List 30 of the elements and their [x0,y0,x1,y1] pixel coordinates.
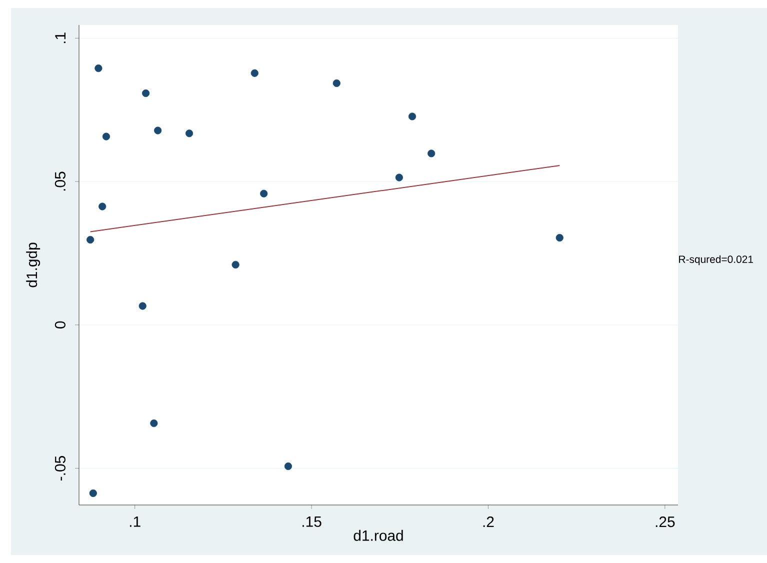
x-tick-label: .2 [483,516,494,527]
point [556,234,564,242]
point [395,174,403,182]
point [98,202,106,210]
point [284,462,292,470]
y-axis-title: d1.gdp [26,242,40,288]
x-tick-label: .1 [130,516,140,527]
point [408,112,416,120]
x-axis-title: d1.road [354,530,403,541]
point [332,79,340,87]
point [150,419,158,428]
point [102,132,110,140]
point [89,489,97,498]
y-tick-label: -.05 [54,456,66,480]
point [142,89,150,98]
point [428,150,436,158]
point [232,260,240,268]
x-tick-label: .15 [302,516,322,527]
point [94,64,102,72]
text: R-squred=0.021 [679,255,753,266]
point [260,190,268,198]
point [86,236,94,244]
point [250,69,258,77]
point [138,302,146,310]
y-tick-label: 0 [54,321,66,328]
y-tick-label: .05 [54,172,66,191]
x-tick-label: .25 [656,516,675,528]
point [185,130,194,138]
y-tick-label: .1 [55,32,66,44]
point [154,126,162,134]
